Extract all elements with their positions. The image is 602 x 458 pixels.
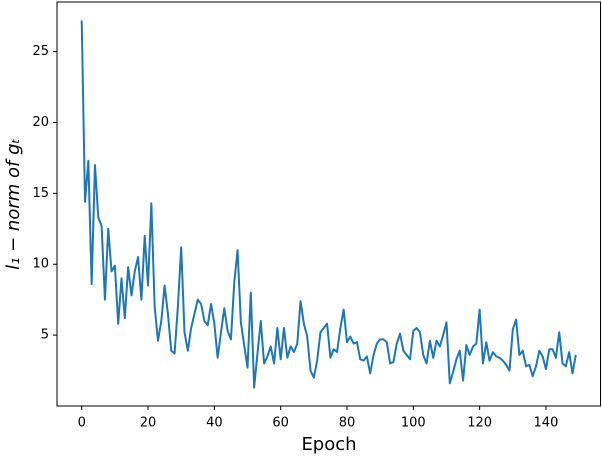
y-tick-label: 20 [32, 115, 49, 130]
data-line [80, 20, 577, 389]
y-tick-label: 25 [32, 44, 49, 59]
y-tick-label: 10 [32, 257, 49, 272]
y-axis-label: l₁ − norm of gₜ [3, 138, 24, 270]
x-tick-label: 80 [339, 416, 356, 431]
y-tick-label: 5 [41, 328, 49, 343]
x-tick-label: 120 [467, 416, 492, 431]
x-tick-label: 0 [78, 416, 86, 431]
x-tick-label: 140 [534, 416, 559, 431]
x-tick-label: 100 [401, 416, 426, 431]
x-tick-label: 20 [140, 416, 157, 431]
y-tick-label: 15 [32, 186, 49, 201]
plot-frame [56, 1, 601, 407]
x-tick-label: 60 [272, 416, 289, 431]
x-tick-label: 40 [206, 416, 223, 431]
x-axis-label: Epoch [301, 434, 356, 455]
